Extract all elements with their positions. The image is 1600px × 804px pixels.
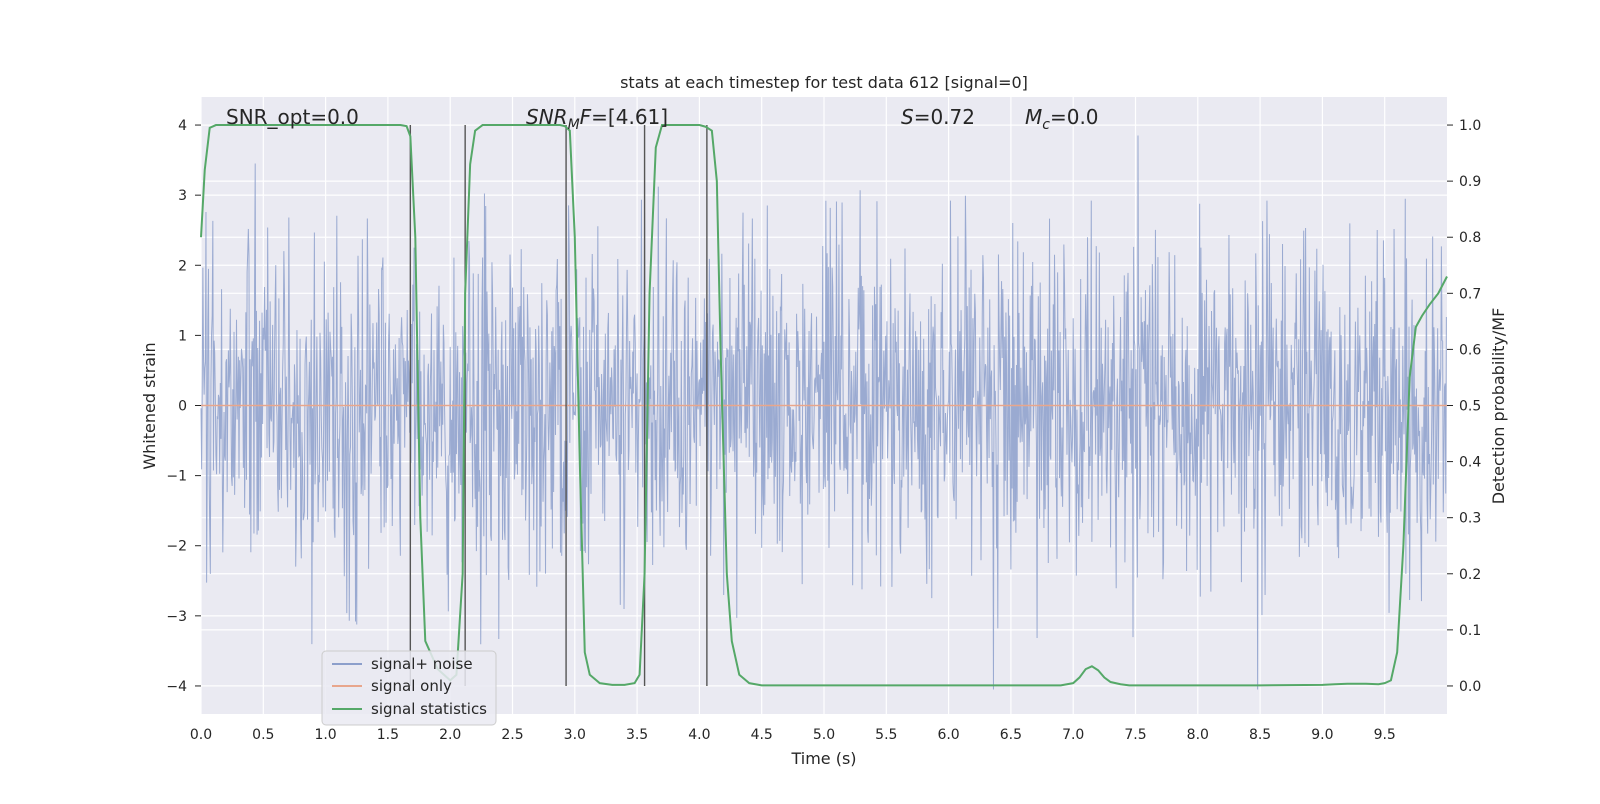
annotation-s-value: =0.72 (914, 105, 975, 129)
legend-label-signal-only: signal only (371, 677, 452, 695)
x-tick-label-16: 8.0 (1187, 727, 1209, 743)
x-axis-ticks: 0.0 0.5 1.0 1.5 2.0 2.5 3.0 3.5 4.0 4.5 5.0 5.5 6.0 6… (190, 727, 1396, 743)
x-tick-label-17: 8.5 (1249, 727, 1271, 743)
annotation-mc-value: =0.0 (1050, 105, 1099, 129)
y-tick-label-8: 4 (178, 118, 187, 134)
y-right-tick-label-5: 0.5 (1459, 399, 1481, 415)
y-right-tick-label-9: 0.9 (1459, 174, 1481, 190)
y-right-tick-label-1: 0.1 (1459, 623, 1481, 639)
x-axis-label: Time (s) (790, 749, 856, 768)
series-signal-noise-line (200, 135, 1447, 690)
x-tick-label-4: 2.0 (439, 727, 461, 743)
legend-label-signal-noise: signal+ noise (371, 655, 473, 673)
annotation-snr-mf: SNRMF=[4.61] (526, 105, 668, 133)
x-tick-label-1: 0.5 (252, 727, 274, 743)
y-tick-label-1: −3 (166, 609, 187, 625)
y-tick-label-0: −4 (166, 679, 187, 695)
x-tick-label-0: 0.0 (190, 727, 212, 743)
x-tick-label-7: 3.5 (626, 727, 648, 743)
x-tick-label-8: 4.0 (688, 727, 710, 743)
x-tick-label-15: 7.5 (1124, 727, 1146, 743)
y-axis-label: Whitened strain (140, 342, 159, 469)
y-right-tick-label-0: 0.0 (1459, 679, 1481, 695)
x-tick-label-18: 9.0 (1311, 727, 1333, 743)
y-tick-label-6: 2 (178, 258, 187, 274)
y-right-tick-label-6: 0.6 (1459, 342, 1481, 358)
annotation-s: S=0.72 (901, 105, 975, 129)
x-tick-label-2: 1.0 (314, 727, 336, 743)
x-tick-label-10: 5.0 (813, 727, 835, 743)
y-right-axis-label: Detection probability/MF (1489, 308, 1508, 505)
y-tick-label-5: 1 (178, 328, 187, 344)
x-tick-label-13: 6.5 (1000, 727, 1022, 743)
legend-box (321, 650, 497, 726)
signal-noise-series (200, 135, 1447, 690)
y-right-tick-label-8: 0.8 (1459, 230, 1481, 246)
y-tick-label-3: −1 (166, 469, 187, 485)
y-right-axis-ticks: 0.0 0.1 0.2 0.3 0.4 0.5 0.6 0.7 0.8 0.9 1.0 (1447, 118, 1481, 695)
x-tick-label-14: 7.0 (1062, 727, 1084, 743)
legend: signal+ noise signal only signal statist… (321, 650, 497, 726)
legend-label-signal-statistics: signal statistics (371, 700, 487, 718)
x-tick-label-3: 1.5 (377, 727, 399, 743)
annotation-snr-mf-value: =[4.61] (591, 105, 668, 129)
y-right-tick-label-2: 0.2 (1459, 567, 1481, 583)
chart-title: stats at each timestep for test data 612… (620, 73, 1028, 92)
y-right-tick-label-10: 1.0 (1459, 118, 1481, 134)
x-tick-label-12: 6.0 (937, 727, 959, 743)
annotation-snr-opt: SNR_opt=0.0 (226, 105, 359, 129)
y-tick-label-4: 0 (178, 399, 187, 415)
y-tick-label-7: 3 (178, 188, 187, 204)
y-right-tick-label-7: 0.7 (1459, 286, 1481, 302)
annotation-mc: Mc=0.0 (1025, 105, 1099, 133)
x-tick-label-9: 4.5 (751, 727, 773, 743)
y-right-tick-label-3: 0.3 (1459, 511, 1481, 527)
y-tick-label-2: −2 (166, 539, 187, 555)
y-right-tick-label-4: 0.4 (1459, 455, 1481, 471)
y-axis-ticks: −4 −3 −2 −1 0 1 2 3 4 (166, 118, 201, 695)
x-tick-label-19: 9.5 (1374, 727, 1396, 743)
x-tick-label-6: 3.0 (564, 727, 586, 743)
x-tick-label-5: 2.5 (501, 727, 523, 743)
x-tick-label-11: 5.5 (875, 727, 897, 743)
